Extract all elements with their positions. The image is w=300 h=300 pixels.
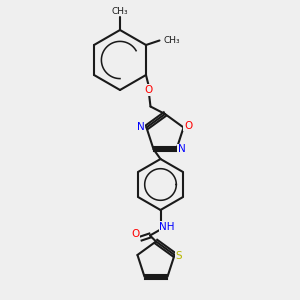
Text: NH: NH (159, 221, 175, 232)
Text: N: N (137, 122, 145, 133)
Text: O: O (131, 229, 139, 239)
Text: CH₃: CH₃ (112, 7, 128, 16)
Text: O: O (184, 121, 192, 131)
Text: S: S (176, 251, 182, 262)
Text: CH₃: CH₃ (164, 36, 181, 45)
Text: N: N (178, 144, 186, 154)
Text: O: O (145, 85, 153, 95)
